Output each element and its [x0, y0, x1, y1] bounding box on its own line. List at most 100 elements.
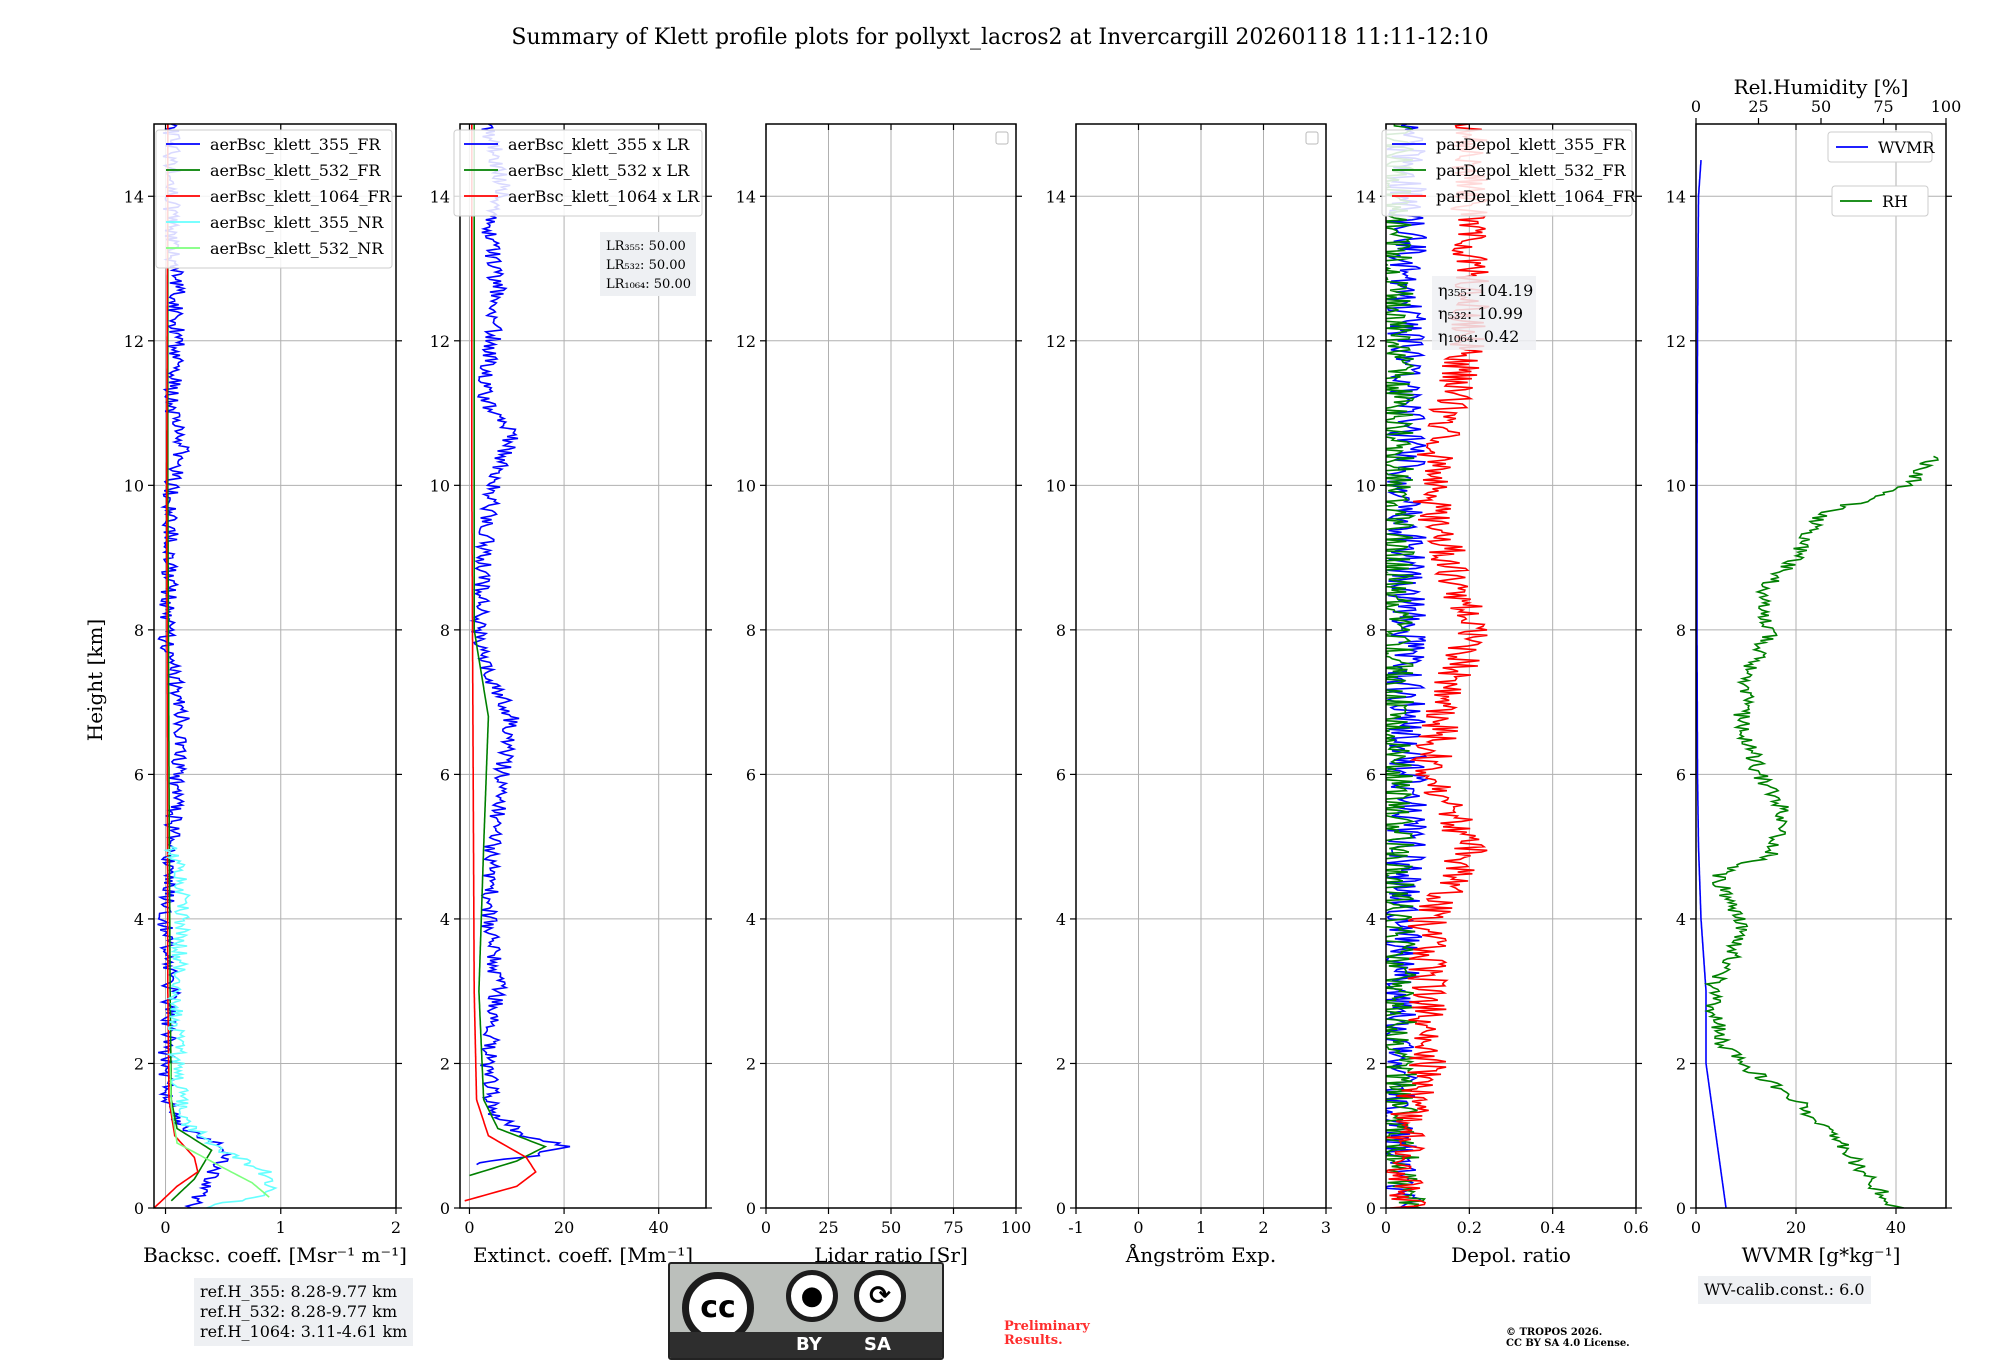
y-tick-label: 10 — [1356, 476, 1376, 495]
y-tick-label: 12 — [1666, 332, 1686, 351]
y-tick-label: 12 — [430, 332, 450, 351]
plot-frame — [1695, 123, 1947, 1209]
legend-frame — [1381, 129, 1633, 217]
y-tick-label: 6 — [440, 765, 450, 784]
legend-label: parDepol_klett_532_FR — [1436, 161, 1627, 180]
y-tick-label: 0 — [1366, 1199, 1376, 1218]
x-tick-label: 20 — [554, 1218, 574, 1237]
x-tick-label: 75 — [943, 1218, 963, 1237]
y-tick-label: 12 — [736, 332, 756, 351]
top-x-tick-label: 0 — [1691, 97, 1701, 116]
top-x-tick-label: 100 — [1931, 97, 1962, 116]
copyright-note: © TROPOS 2026. CC BY SA 4.0 License. — [1506, 1327, 1630, 1349]
y-tick-label: 4 — [1366, 910, 1376, 929]
x-tick-label: 0.2 — [1457, 1218, 1482, 1237]
x-tick-label: 20 — [1786, 1218, 1806, 1237]
y-tick-label: 6 — [1366, 765, 1376, 784]
legend-label: parDepol_klett_355_FR — [1436, 135, 1627, 154]
x-tick-label: 2 — [1258, 1218, 1268, 1237]
y-tick-label: 14 — [1666, 187, 1686, 206]
plot-frame — [1385, 123, 1637, 1209]
y-tick-label: 2 — [1676, 1054, 1686, 1073]
series-line-aerbsc-klett-1064-x-lr — [464, 124, 537, 1202]
legend-label: aerBsc_klett_355_FR — [210, 135, 381, 154]
x-tick-label: 0 — [160, 1218, 170, 1237]
legend-frame — [1831, 185, 1929, 217]
legend: aerBsc_klett_355 x LR aerBsc_klett_532 x … — [453, 129, 703, 217]
x-tick-label: 0.4 — [1540, 1218, 1565, 1237]
y-tick-label: 2 — [746, 1054, 756, 1073]
top-x-tick-label: 25 — [1748, 97, 1768, 116]
y-tick-label: 8 — [746, 621, 756, 640]
y-tick-label: 8 — [1366, 621, 1376, 640]
y-tick-label: 4 — [746, 910, 756, 929]
top-x-tick-label: 50 — [1811, 97, 1831, 116]
y-tick-label: 2 — [134, 1054, 144, 1073]
x-tick-label: 0 — [1381, 1218, 1391, 1237]
preliminary-line-1: Preliminary — [1004, 1319, 1090, 1334]
share-alike-icon: ⟳ — [854, 1270, 906, 1322]
eta-value: η₃₅₅: 104.19 — [1438, 281, 1533, 300]
wv-calibration-text: WV-calib.const.: 6.0 — [1704, 1280, 1865, 1299]
y-tick-label: 4 — [440, 910, 450, 929]
y-tick-label: 0 — [1056, 1199, 1066, 1218]
y-tick-label: 0 — [1676, 1199, 1686, 1218]
y-tick-label: 12 — [1046, 332, 1066, 351]
lr-value: LR₃₅₅: 50.00 — [606, 239, 686, 254]
y-tick-label: 14 — [430, 187, 450, 206]
x-tick-label: 100 — [1001, 1218, 1032, 1237]
x-tick-label: 0 — [1691, 1218, 1701, 1237]
series-line-aerbsc-klett-532-x-lr — [469, 124, 548, 1177]
y-tick-label: 2 — [440, 1054, 450, 1073]
y-tick-label: 14 — [736, 187, 756, 206]
y-tick-label: 8 — [1056, 621, 1066, 640]
cc-license-badge: cc ● ⟳ BY SA — [668, 1262, 944, 1360]
copyright-line-1: © TROPOS 2026. — [1506, 1327, 1603, 1338]
legend-label: aerBsc_klett_1064_FR — [210, 187, 392, 206]
reference-height-box: ref.H_355: 8.28-9.77 km ref.H_532: 8.28-… — [194, 1278, 414, 1346]
legend-frame — [155, 129, 393, 269]
y-tick-label: 0 — [440, 1199, 450, 1218]
y-tick-label: 14 — [1356, 187, 1376, 206]
plot-frame — [153, 123, 397, 1209]
y-tick-label: 8 — [134, 621, 144, 640]
legend: parDepol_klett_355_FR parDepol_klett_532_… — [1381, 129, 1637, 217]
x-tick-label: 1 — [1196, 1218, 1206, 1237]
y-tick-label: 10 — [430, 476, 450, 495]
panel-ext: 0 2 4 6 8 10 12 14 0 20 40 Extinct. coeff. [Mm⁻¹] ae… — [430, 123, 712, 1267]
ref-height-532: ref.H_532: 8.28-9.77 km — [200, 1302, 398, 1321]
y-tick-label: 4 — [1676, 910, 1686, 929]
wv-calibration-box: WV-calib.const.: 6.0 — [1698, 1276, 1871, 1304]
legend-label: parDepol_klett_1064_FR — [1436, 187, 1637, 206]
legend-frame — [453, 129, 703, 217]
empty-legend-box — [995, 131, 1009, 145]
y-tick-label: 6 — [1676, 765, 1686, 784]
panel-dep: 0 2 4 6 8 10 12 14 0 0.2 0.4 0.6 Depol. ratio parDepo… — [1356, 123, 1649, 1267]
copyright-line-2: CC BY SA 4.0 License. — [1506, 1338, 1630, 1349]
y-tick-label: 2 — [1366, 1054, 1376, 1073]
x-tick-label: 0 — [464, 1218, 474, 1237]
legend-label: aerBsc_klett_1064 x LR — [508, 187, 700, 206]
x-axis-label: Depol. ratio — [1451, 1243, 1571, 1267]
y-tick-label: 14 — [124, 187, 144, 206]
y-tick-label: 10 — [1666, 476, 1686, 495]
x-tick-label: 0 — [1133, 1218, 1143, 1237]
series-line-aerbsc-klett-355-x-lr — [469, 124, 571, 1166]
legend-label: aerBsc_klett_532_FR — [210, 161, 381, 180]
y-tick-label: 10 — [124, 476, 144, 495]
legend-entry: WVMR — [1827, 131, 1935, 163]
x-tick-label: 0.6 — [1623, 1218, 1648, 1237]
series-line-rh — [1703, 455, 1939, 1208]
x-axis-label: Backsc. coeff. [Msr⁻¹ m⁻¹] — [143, 1243, 407, 1267]
preliminary-note: Preliminary Results. — [1004, 1320, 1090, 1348]
top-x-tick-label: 75 — [1873, 97, 1893, 116]
y-axis-label: Height [km] — [83, 619, 107, 741]
series-line-wvmr — [1696, 160, 1727, 1208]
y-tick-label: 6 — [1056, 765, 1066, 784]
x-tick-label: 50 — [881, 1218, 901, 1237]
y-tick-label: 14 — [1046, 187, 1066, 206]
